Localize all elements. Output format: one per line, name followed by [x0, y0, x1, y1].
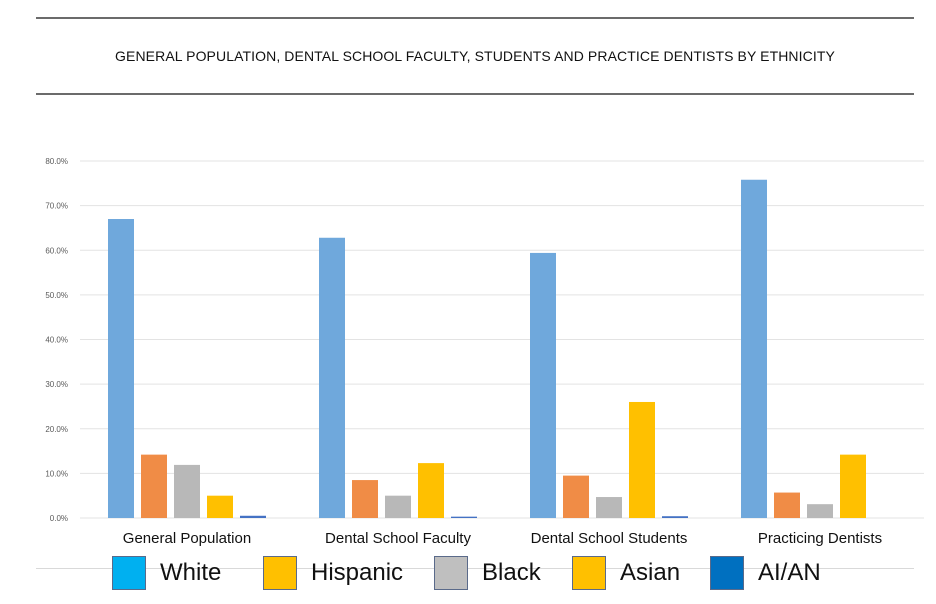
legend-label-hispanic: Hispanic: [311, 559, 404, 586]
y-tick-label: 20.0%: [45, 425, 68, 434]
x-tick-label: General Population: [123, 530, 251, 547]
bar-black: [174, 464, 200, 518]
title-top-rule: [36, 17, 914, 19]
bar-white: [530, 252, 556, 519]
bar-chart: 0.0% 10.0% 20.0% 30.0% 40.0% 50.0% 60.0% 70.0% 8…: [45, 157, 924, 547]
bar-asian: [207, 495, 233, 518]
legend-label-asian: Asian: [620, 559, 681, 586]
y-tick-label: 10.0%: [45, 469, 68, 478]
bar-asian: [629, 401, 655, 518]
bar-hispanic: [352, 480, 378, 518]
bar-white: [108, 219, 134, 518]
legend-item-asian: Asian: [572, 555, 680, 591]
bar-black: [385, 495, 411, 518]
bar-hispanic: [563, 475, 589, 518]
y-tick-label: 70.0%: [45, 202, 68, 211]
legend-item-aian: AI/AN: [710, 555, 821, 591]
legend-swatch-asian: [572, 556, 606, 590]
legend-item-white: White: [112, 555, 221, 591]
bar-black: [807, 504, 833, 518]
y-tick-label: 50.0%: [45, 291, 68, 300]
bar-asian: [840, 454, 866, 518]
bar-white: [319, 237, 345, 518]
bar-hispanic: [141, 454, 167, 518]
legend-label-black: Black: [482, 559, 541, 586]
title-bottom-rule: [36, 93, 914, 95]
legend-label-aian: AI/AN: [758, 559, 821, 586]
x-tick-label: Dental School Students: [531, 530, 688, 547]
bar-black: [596, 497, 622, 518]
legend-swatch-white: [112, 556, 146, 590]
bar-aian: [662, 516, 688, 518]
bar-asian: [418, 463, 444, 518]
legend-item-black: Black: [434, 555, 541, 591]
legend-swatch-aian: [710, 556, 744, 590]
y-tick-label: 0.0%: [50, 514, 68, 523]
legend-rule: [36, 568, 914, 569]
legend: White Hispanic Black Asian AI/AN: [0, 555, 936, 595]
bar-hispanic: [774, 492, 800, 518]
chart-title: GENERAL POPULATION, DENTAL SCHOOL FACULT…: [115, 48, 835, 64]
bar-aian: [451, 516, 477, 518]
legend-label-white: White: [160, 559, 222, 586]
bar-white: [741, 179, 767, 518]
y-tick-label: 30.0%: [45, 380, 68, 389]
legend-swatch-hispanic: [263, 556, 297, 590]
legend-item-hispanic: Hispanic: [263, 555, 403, 591]
y-tick-label: 80.0%: [45, 157, 68, 166]
bar-aian: [240, 515, 266, 518]
legend-swatch-black: [434, 556, 468, 590]
y-tick-label: 40.0%: [45, 336, 68, 345]
y-tick-label: 60.0%: [45, 246, 68, 255]
x-tick-label: Dental School Faculty: [325, 530, 471, 547]
x-tick-label: Practicing Dentists: [758, 530, 882, 547]
